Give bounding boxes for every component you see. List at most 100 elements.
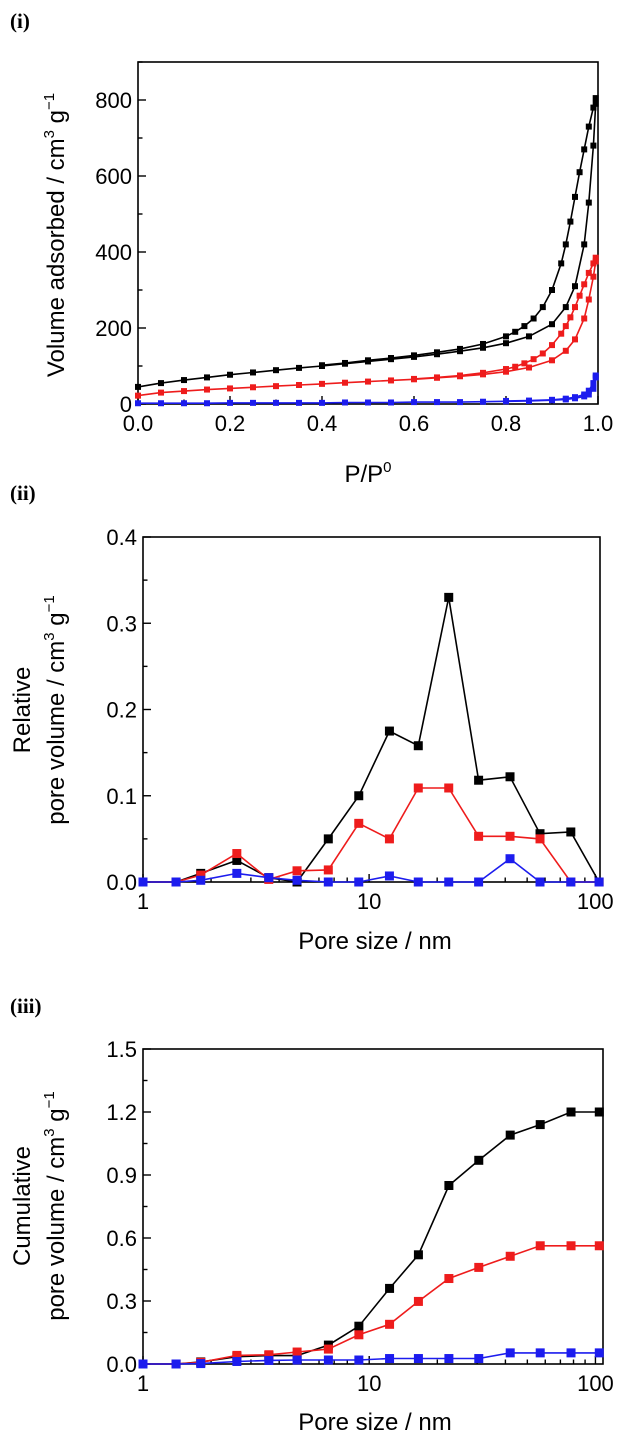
data-point	[521, 360, 528, 367]
data-point	[181, 388, 187, 395]
data-point	[227, 385, 233, 392]
data-point	[572, 283, 578, 290]
series-4	[411, 254, 599, 382]
data-point	[273, 383, 279, 390]
data-point	[319, 399, 325, 406]
y-tick-label: 800	[95, 88, 132, 113]
y-tick-label: 0	[120, 392, 132, 417]
x-tick-label: 0.4	[307, 411, 338, 436]
x-tick-label: 0.8	[491, 411, 522, 436]
data-point	[503, 333, 509, 340]
data-point	[562, 347, 569, 354]
data-point	[576, 169, 583, 176]
y-axis-label: Volume adsorbed / cm3 g−1	[41, 93, 70, 377]
y-tick-label: 600	[95, 164, 132, 189]
data-point	[365, 399, 371, 406]
x-tick-label: 1	[137, 889, 149, 914]
data-point	[171, 1359, 181, 1369]
data-point	[196, 1359, 206, 1369]
x-tick-label: 1.0	[583, 411, 614, 436]
series-line	[143, 787, 600, 883]
series-line	[137, 103, 597, 388]
data-point	[503, 340, 509, 347]
y-axis-label: pore volume / cm3 g−1	[41, 1091, 70, 1321]
x-axis-label: P/P0	[344, 459, 391, 488]
data-point	[204, 374, 210, 381]
data-point	[444, 1354, 454, 1364]
data-point	[474, 775, 484, 785]
data-point	[530, 356, 537, 363]
data-point	[539, 304, 546, 311]
data-point	[480, 344, 486, 351]
data-point	[264, 873, 274, 883]
y-tick-label: 0.3	[106, 611, 137, 636]
data-point	[296, 382, 302, 388]
x-tick-label: 10	[357, 889, 381, 914]
data-point	[181, 377, 187, 384]
data-point	[590, 273, 597, 280]
data-point	[549, 357, 555, 364]
data-point	[444, 783, 454, 793]
data-point	[411, 352, 417, 359]
data-point	[480, 340, 486, 347]
data-point	[457, 345, 463, 352]
data-point	[413, 783, 423, 793]
x-tick-label: 0.0	[123, 411, 154, 436]
y-tick-label: 0.0	[106, 1352, 137, 1377]
y-tick-label: 200	[95, 316, 132, 341]
data-point	[411, 375, 417, 382]
data-point	[581, 241, 588, 248]
y-axis-label-line1: Cumulative	[9, 1146, 36, 1266]
data-point	[549, 287, 555, 293]
data-point	[572, 193, 578, 200]
data-point	[138, 877, 148, 887]
x-tick-label: 100	[577, 889, 614, 914]
data-point	[594, 1348, 604, 1358]
data-point	[592, 100, 599, 107]
data-point	[354, 877, 364, 887]
data-point	[549, 396, 555, 403]
data-point	[342, 359, 348, 366]
data-point	[594, 877, 604, 887]
data-point	[512, 363, 519, 370]
data-point	[480, 398, 486, 405]
data-point	[562, 395, 569, 402]
y-tick-label: 0.3	[106, 1289, 137, 1314]
data-point	[388, 355, 394, 362]
data-point	[250, 399, 256, 406]
data-point	[292, 875, 302, 885]
data-point	[296, 364, 302, 371]
data-point	[474, 1354, 484, 1364]
data-point	[232, 1350, 242, 1360]
data-point	[444, 1274, 454, 1284]
data-point	[566, 1107, 576, 1117]
data-point	[566, 827, 576, 837]
data-point	[594, 1107, 604, 1117]
data-point	[535, 877, 545, 887]
x-tick-label: 100	[577, 1371, 614, 1396]
plot-frame	[142, 1048, 604, 1365]
data-point	[250, 384, 256, 391]
data-point	[590, 104, 597, 111]
series-line	[143, 597, 600, 883]
x-axis-label: Pore size / nm	[298, 1409, 451, 1435]
data-point	[171, 877, 181, 887]
data-point	[444, 877, 454, 887]
data-point	[413, 741, 423, 751]
y-tick-label: 0.0	[106, 870, 137, 895]
data-point	[413, 877, 423, 887]
x-axis-label: Pore size / nm	[298, 928, 451, 955]
data-point	[585, 387, 592, 394]
data-point	[566, 1348, 576, 1358]
y-tick-label: 0.9	[106, 1163, 137, 1188]
data-point	[413, 1250, 423, 1260]
series-2	[138, 1241, 604, 1369]
data-point	[572, 336, 578, 343]
data-point	[135, 392, 141, 399]
data-point	[204, 386, 210, 393]
data-point	[581, 281, 588, 288]
data-point	[232, 868, 242, 878]
data-point	[250, 369, 256, 376]
data-point	[535, 1120, 545, 1130]
